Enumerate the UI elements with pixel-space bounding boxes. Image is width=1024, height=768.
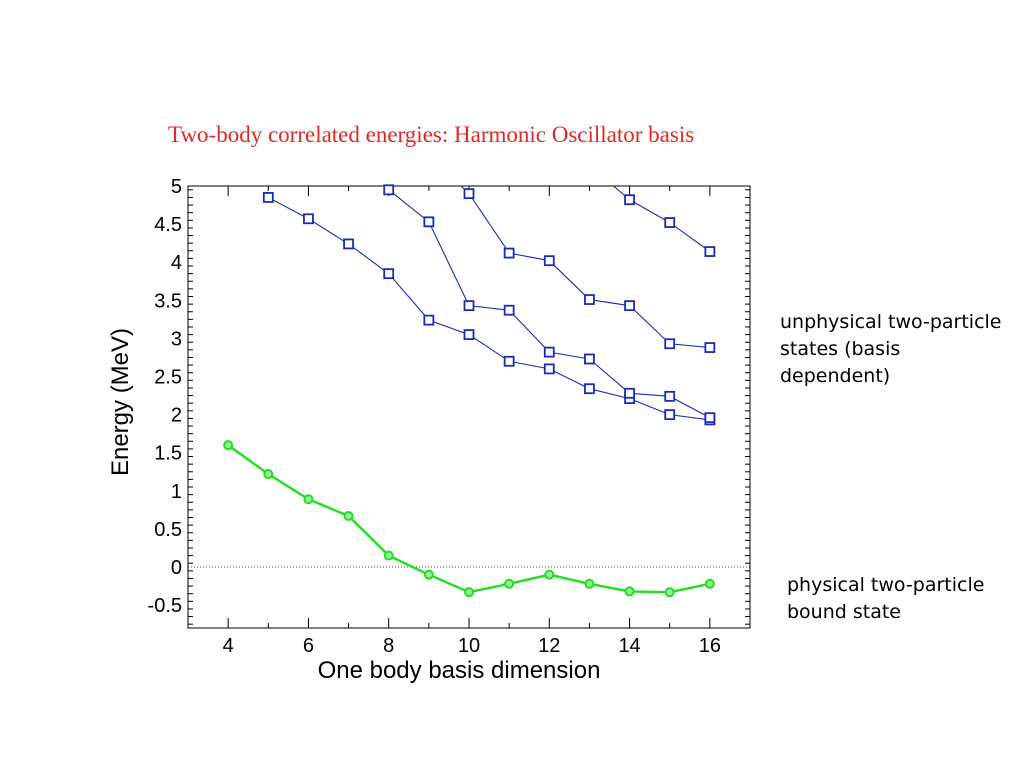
data-point: [624, 300, 635, 312]
data-point: [262, 192, 274, 203]
data-point: [503, 304, 515, 316]
y-tick-label: 0: [171, 557, 182, 579]
data-point: [584, 353, 595, 365]
data-point: [303, 213, 314, 225]
series-2: [262, 192, 716, 426]
series-line: [388, 189, 711, 419]
data-point: [624, 194, 635, 206]
data-point: [503, 247, 515, 259]
data-point: [503, 355, 515, 367]
y-tick-label: 2: [171, 405, 182, 427]
y-tick-label: 1: [171, 481, 182, 503]
series-line: [613, 186, 711, 252]
data-point: [543, 363, 555, 375]
data-point: [704, 412, 716, 424]
data-point: [383, 550, 394, 561]
y-tick-label: -0.5: [148, 595, 182, 617]
unphysical-states-annotation: unphysical two-particle states (basis de…: [780, 311, 1002, 387]
chart-title: Two-body correlated energies: Harmonic O…: [168, 122, 695, 147]
y-tick-label: 3.5: [154, 290, 182, 312]
data-point: [544, 569, 555, 580]
series-line: [227, 444, 711, 594]
x-tick-label: 10: [458, 635, 480, 657]
y-tick-label: 5: [171, 176, 182, 198]
data-point: [303, 494, 314, 505]
y-tick-label: 0.5: [154, 519, 182, 541]
y-tick-label: 3: [171, 328, 182, 350]
data-point: [584, 383, 595, 395]
y-tick-label: 1.5: [154, 443, 182, 465]
data-point: [543, 255, 555, 267]
data-point: [423, 314, 435, 326]
data-point: [584, 294, 595, 305]
x-tick-label: 8: [383, 635, 394, 657]
x-tick-label: 12: [538, 635, 560, 657]
y-tick-label: 2.5: [154, 367, 182, 389]
data-point: [223, 440, 234, 451]
data-point: [263, 469, 274, 480]
data-point: [463, 329, 475, 341]
data-point: [624, 387, 635, 399]
data-point: [343, 510, 354, 521]
data-point: [383, 268, 395, 280]
data-point: [704, 246, 716, 257]
series-4: [460, 186, 716, 353]
data-point: [624, 586, 635, 597]
physical-state-annotation: physical two-particle bound state: [787, 574, 985, 623]
series-1: [223, 440, 715, 598]
x-tick-label: 14: [618, 635, 640, 657]
x-axis-title: One body basis dimension: [318, 657, 601, 684]
series-3: [383, 184, 716, 424]
x-tick-label: 6: [303, 635, 314, 657]
y-axis-title: Energy (MeV): [107, 328, 134, 476]
data-point: [664, 409, 676, 421]
data-point: [704, 578, 715, 589]
data-point: [584, 578, 595, 589]
axis-ticks: 4 6 8 10 12 14 16 -0.5 0 0.5 1 1.5 2 2.5 3 3.5 4 4.5 5: [148, 176, 751, 657]
data-point: [504, 578, 515, 589]
data-point: [423, 216, 435, 228]
x-tick-label: 16: [699, 635, 721, 657]
data-point: [464, 587, 474, 598]
data-point: [664, 587, 675, 598]
data-point: [423, 569, 434, 580]
data-series: [223, 184, 716, 598]
data-point: [463, 188, 475, 200]
data-point: [383, 184, 395, 196]
data-point: [543, 346, 555, 358]
data-point: [463, 300, 475, 312]
plot-frame: [187, 185, 751, 629]
data-point: [664, 390, 676, 402]
series-line: [460, 186, 710, 349]
series-5: [613, 186, 716, 257]
x-tick-label: 4: [223, 635, 234, 657]
data-point: [664, 338, 676, 350]
series-line: [268, 196, 710, 421]
data-point: [664, 217, 676, 228]
y-tick-label: 4.5: [154, 214, 182, 236]
data-point: [343, 238, 354, 250]
data-point: [704, 342, 716, 353]
y-tick-label: 4: [171, 252, 182, 274]
